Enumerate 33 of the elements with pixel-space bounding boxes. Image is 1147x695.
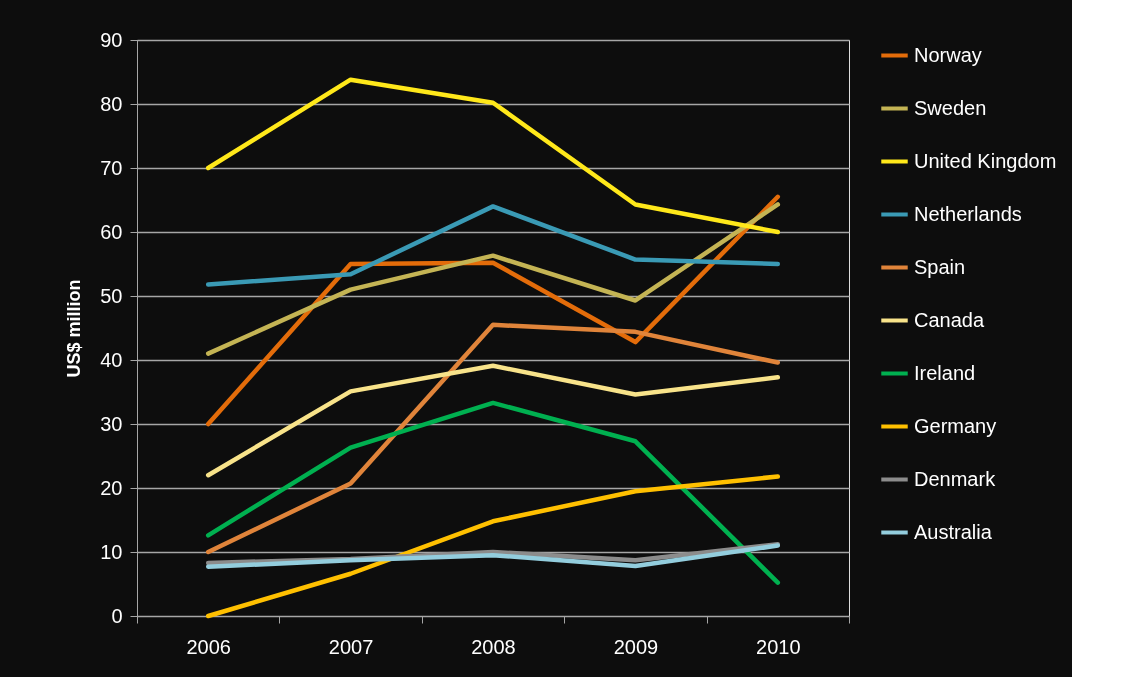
- x-tick-label: 2007: [328, 635, 374, 658]
- y-tick-label: 30: [100, 412, 123, 435]
- x-tick-label: 2008: [471, 635, 516, 658]
- line-series: [205, 322, 781, 555]
- legend-label: Germany: [914, 414, 997, 437]
- x-tick-label: 2006: [186, 635, 231, 658]
- y-tick-label: 70: [100, 156, 123, 179]
- line-series: [205, 400, 781, 585]
- y-tick-label: 40: [100, 348, 123, 371]
- legend-label: Sweden: [914, 96, 987, 119]
- y-tick-label: 50: [100, 284, 123, 307]
- y-tick-label: 0: [111, 604, 123, 627]
- y-axis-title: US$ million: [64, 279, 85, 378]
- line-series: [205, 202, 781, 356]
- y-tick-label: 90: [100, 28, 123, 51]
- y-tick-label: 20: [100, 476, 123, 499]
- y-tick-label: 10: [100, 540, 123, 563]
- legend-label: Ireland: [914, 361, 976, 384]
- y-tick-label: 80: [100, 92, 123, 115]
- y-tick-label: 60: [100, 220, 123, 243]
- x-tick-label: 2009: [613, 635, 659, 658]
- line-series: [205, 204, 781, 287]
- legend-label: Spain: [914, 255, 966, 278]
- legend-label: Netherlands: [914, 202, 1022, 225]
- legend-label: United Kingdom: [914, 149, 1057, 172]
- legend-label: Denmark: [914, 467, 997, 490]
- x-tick-label: 2010: [756, 635, 801, 658]
- legend-label: Canada: [914, 308, 985, 331]
- line-series: [205, 474, 781, 619]
- legend-label: Australia: [914, 520, 993, 543]
- line-series: [205, 77, 781, 235]
- legend-label: Norway: [914, 43, 982, 66]
- line-series: [205, 363, 781, 478]
